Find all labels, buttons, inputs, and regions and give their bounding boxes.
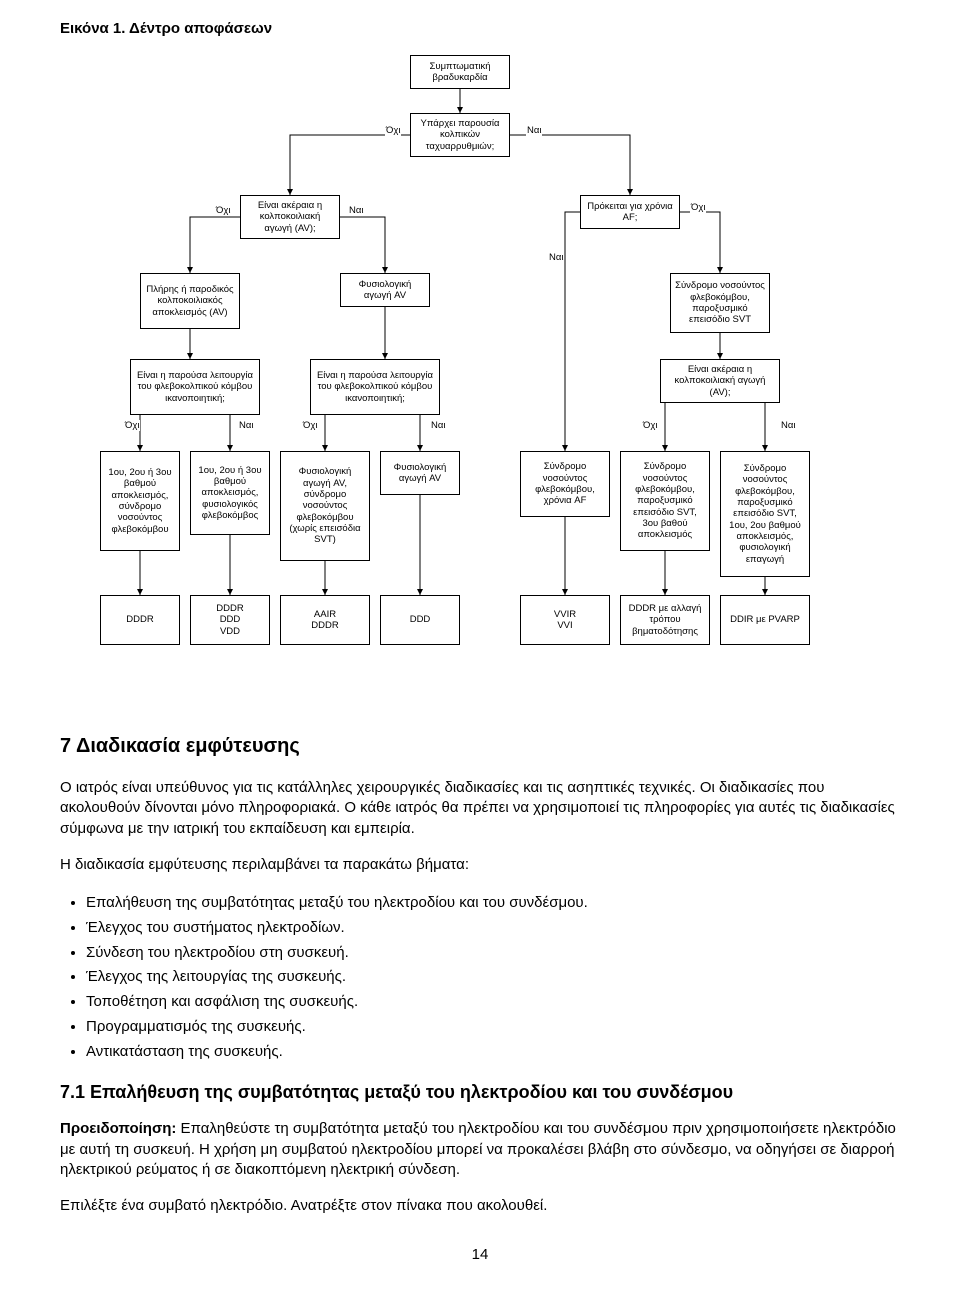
page-number: 14 [60,1246,900,1263]
node-r4: DDD [380,595,460,645]
edge-label-yes: Ναι [780,420,796,431]
edge-label-no: Όχι [690,202,706,213]
node-n2: Υπάρχει παρουσία κολπικών ταχυαρρυθμιών; [410,113,510,157]
node-r7: DDIR με PVARP [720,595,810,645]
node-n17: Σύνδρομο νοσούντος φλεβοκόμβου, παροξυσμ… [720,451,810,577]
bullet-item: Έλεγχος της λειτουργίας της συσκευής. [86,965,900,990]
edge-label-yes: Ναι [238,420,254,431]
bullet-item: Έλεγχος του συστήματος ηλεκτροδίων. [86,916,900,941]
node-r6: DDDR με αλλαγή τρόπου βηματοδότησης [620,595,710,645]
bullet-item: Σύνδεση του ηλεκτροδίου στη συσκευή. [86,941,900,966]
page: Εικόνα 1. Δέντρο αποφάσεων [0,0,960,1303]
section-7-title: 7 Διαδικασία εμφύτευσης [60,735,900,758]
decision-tree-diagram: Όχι Ναι Όχι Ναι Όχι Ναι Όχι Ναι Όχι Ναι … [80,55,880,695]
node-n13: Φυσιολογική αγωγή AV, σύνδρομο νοσούντος… [280,451,370,561]
node-r3: AAIR DDDR [280,595,370,645]
bullet-item: Επαλήθευση της συμβατότητας μεταξύ του η… [86,891,900,916]
bullet-item: Τοποθέτηση και ασφάλιση της συσκευής. [86,990,900,1015]
edge-label-no: Όχι [385,125,401,136]
bullet-item: Αντικατάσταση της συσκευής. [86,1040,900,1065]
node-n12: 1ου, 2ου ή 3ου βαθμού αποκλεισμός, φυσιο… [190,451,270,535]
edge-label-no: Όχι [302,420,318,431]
warning-label: Προειδοποίηση: [60,1120,176,1137]
node-n15: Σύνδρομο νοσούντος φλεβοκόμβου, χρόνια A… [520,451,610,517]
node-n10: Είναι ακέραια η κολποκοιλιακή αγωγή (AV)… [660,359,780,403]
node-n5: Πλήρης ή παροδικός κολποκοιλιακός αποκλε… [140,273,240,329]
node-n4: Πρόκειται για χρόνια AF; [580,195,680,229]
warning-text: Επαληθεύστε τη συμβατότητα μεταξύ του ηλ… [60,1120,896,1178]
edge-label-yes: Ναι [548,252,564,263]
edge-label-no: Όχι [215,205,231,216]
section-7-p2: Η διαδικασία εμφύτευσης περιλαμβάνει τα … [60,855,900,875]
edge-label-yes: Ναι [430,420,446,431]
edge-label-no: Όχι [642,420,658,431]
node-n7: Σύνδρομο νοσούντος φλεβοκόμβου, παροξυσμ… [670,273,770,333]
node-n9: Είναι η παρούσα λειτουργία του φλεβοκολπ… [310,359,440,415]
edge-label-yes: Ναι [348,205,364,216]
node-n8: Είναι η παρούσα λειτουργία του φλεβοκολπ… [130,359,260,415]
bullet-item: Προγραμματισμός της συσκευής. [86,1015,900,1040]
section-7-bullets: Επαλήθευση της συμβατότητας μεταξύ του η… [60,891,900,1064]
node-n1: Συμπτωματική βραδυκαρδία [410,55,510,89]
node-r2: DDDR DDD VDD [190,595,270,645]
edge-label-yes: Ναι [526,125,542,136]
node-n16: Σύνδρομο νοσούντος φλεβοκόμβου, παροξυσμ… [620,451,710,551]
node-n3: Είναι ακέραια η κολποκοιλιακή αγωγή (AV)… [240,195,340,239]
warning-paragraph: Προειδοποίηση: Επαληθεύστε τη συμβατότητ… [60,1119,900,1180]
node-n14: Φυσιολογική αγωγή AV [380,451,460,495]
node-r1: DDDR [100,595,180,645]
section-7-p1: Ο ιατρός είναι υπεύθυνος για τις κατάλλη… [60,778,900,839]
node-r5: VVIR VVI [520,595,610,645]
edge-label-no: Όχι [124,420,140,431]
node-n11: 1ου, 2ου ή 3ου βαθμού αποκλεισμός, σύνδρ… [100,451,180,551]
node-n6: Φυσιολογική αγωγή AV [340,273,430,307]
subsection-71-title: 7.1 Επαλήθευση της συμβατότητας μεταξύ τ… [60,1082,900,1103]
figure-caption: Εικόνα 1. Δέντρο αποφάσεων [60,20,900,37]
section-71-p3: Επιλέξτε ένα συμβατό ηλεκτρόδιο. Ανατρέξ… [60,1196,900,1216]
